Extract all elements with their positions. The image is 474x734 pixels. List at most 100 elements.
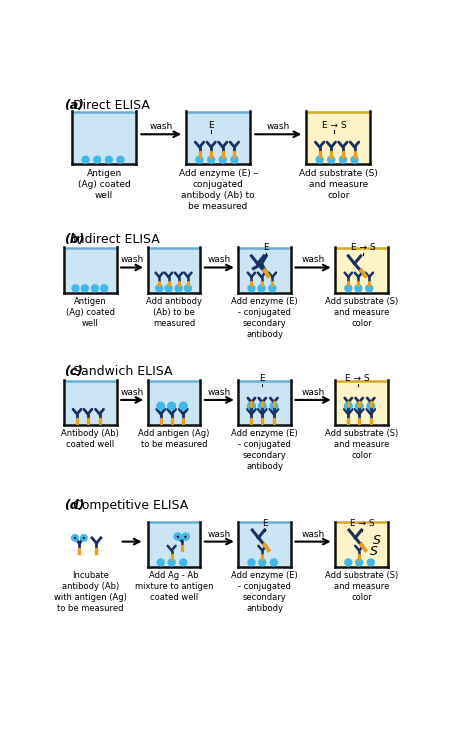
Text: Direct ELISA: Direct ELISA <box>73 99 150 112</box>
Circle shape <box>271 559 277 566</box>
Text: Add substrate (S)
and measure
color: Add substrate (S) and measure color <box>325 571 398 602</box>
Circle shape <box>157 559 164 566</box>
Text: wash: wash <box>208 529 231 539</box>
Circle shape <box>231 156 238 163</box>
Text: Add enzyme (E)
- conjugated
secondary
antibody: Add enzyme (E) - conjugated secondary an… <box>231 571 298 613</box>
Bar <box>335 523 388 567</box>
Text: Sandwich ELISA: Sandwich ELISA <box>73 366 173 378</box>
Circle shape <box>248 285 255 291</box>
Bar <box>238 248 291 293</box>
Bar <box>307 112 370 164</box>
Circle shape <box>345 402 352 410</box>
Circle shape <box>269 285 276 291</box>
Circle shape <box>367 559 374 566</box>
Circle shape <box>157 402 164 410</box>
Text: E → S: E → S <box>351 243 375 252</box>
Circle shape <box>356 559 363 566</box>
Circle shape <box>91 285 99 291</box>
Text: E → S: E → S <box>350 519 374 528</box>
Circle shape <box>184 285 191 291</box>
Circle shape <box>179 402 187 410</box>
Bar <box>238 381 291 425</box>
Text: wash: wash <box>301 255 325 264</box>
Circle shape <box>100 285 108 291</box>
Text: wash: wash <box>208 388 231 397</box>
Circle shape <box>339 156 346 163</box>
Bar <box>147 523 201 567</box>
Circle shape <box>355 285 362 291</box>
Circle shape <box>345 559 352 566</box>
Circle shape <box>196 156 203 163</box>
Circle shape <box>258 285 265 291</box>
Circle shape <box>247 402 255 410</box>
Text: Antigen
(Ag) coated
well: Antigen (Ag) coated well <box>78 169 130 200</box>
Text: Add enzyme (E)
- conjugated
secondary
antibody: Add enzyme (E) - conjugated secondary an… <box>231 429 298 471</box>
Text: E → S: E → S <box>346 374 370 383</box>
Circle shape <box>270 402 278 410</box>
Circle shape <box>219 156 226 163</box>
Circle shape <box>105 156 112 163</box>
Text: Add antigen (Ag)
to be measured: Add antigen (Ag) to be measured <box>138 429 210 449</box>
Text: Add enzyme (E) –
conjugated
antibody (Ab) to
be measured: Add enzyme (E) – conjugated antibody (Ab… <box>179 169 258 211</box>
Bar <box>147 381 201 425</box>
Circle shape <box>351 156 358 163</box>
Text: S: S <box>373 534 381 547</box>
Circle shape <box>345 285 352 291</box>
Circle shape <box>356 402 363 410</box>
Text: wash: wash <box>266 122 290 131</box>
Circle shape <box>156 285 163 291</box>
Text: wash: wash <box>120 255 144 264</box>
Circle shape <box>316 156 323 163</box>
Text: E → S: E → S <box>322 120 346 130</box>
Circle shape <box>367 402 374 410</box>
Text: Competitive ELISA: Competitive ELISA <box>73 499 189 512</box>
Text: wash: wash <box>149 122 173 131</box>
Circle shape <box>366 285 373 291</box>
Text: Add substrate (S)
and measure
color: Add substrate (S) and measure color <box>325 297 398 328</box>
Text: Add substrate (S)
and measure
color: Add substrate (S) and measure color <box>325 429 398 460</box>
Circle shape <box>72 285 79 291</box>
Text: E: E <box>264 243 269 252</box>
Text: (d): (d) <box>64 499 84 512</box>
Circle shape <box>208 156 215 163</box>
Text: (c): (c) <box>64 366 83 378</box>
Circle shape <box>94 156 100 163</box>
Bar <box>238 523 291 567</box>
Text: wash: wash <box>208 255 231 264</box>
Text: Indirect ELISA: Indirect ELISA <box>73 233 160 246</box>
Circle shape <box>175 285 182 291</box>
Text: E: E <box>259 374 265 383</box>
Text: Add antibody
(Ab) to be
measured: Add antibody (Ab) to be measured <box>146 297 202 328</box>
Bar <box>64 381 117 425</box>
Text: wash: wash <box>120 388 144 397</box>
Circle shape <box>168 402 175 410</box>
Text: E: E <box>263 519 268 528</box>
Circle shape <box>168 559 175 566</box>
Circle shape <box>82 156 89 163</box>
Text: E: E <box>209 120 214 130</box>
Bar <box>147 248 201 293</box>
Text: S: S <box>370 545 378 558</box>
Text: wash: wash <box>301 388 325 397</box>
Text: (b): (b) <box>64 233 84 246</box>
Bar <box>186 112 250 164</box>
Circle shape <box>248 559 255 566</box>
Circle shape <box>165 285 172 291</box>
Text: Antigen
(Ag) coated
well: Antigen (Ag) coated well <box>66 297 115 328</box>
Text: Add substrate (S)
and measure
color: Add substrate (S) and measure color <box>299 169 378 200</box>
Circle shape <box>328 156 335 163</box>
Circle shape <box>258 402 266 410</box>
Circle shape <box>259 559 266 566</box>
Circle shape <box>117 156 124 163</box>
Circle shape <box>180 559 187 566</box>
Bar <box>335 381 388 425</box>
Text: (a): (a) <box>64 99 84 112</box>
Bar <box>335 248 388 293</box>
Bar <box>73 112 136 164</box>
Bar <box>64 248 117 293</box>
Text: wash: wash <box>301 529 325 539</box>
Text: Add enzyme (E)
- conjugated
secondary
antibody: Add enzyme (E) - conjugated secondary an… <box>231 297 298 339</box>
Text: Antibody (Ab)
coated well: Antibody (Ab) coated well <box>61 429 119 449</box>
Circle shape <box>82 285 88 291</box>
Text: Add Ag - Ab
mixture to antigen
coated well: Add Ag - Ab mixture to antigen coated we… <box>135 571 213 602</box>
